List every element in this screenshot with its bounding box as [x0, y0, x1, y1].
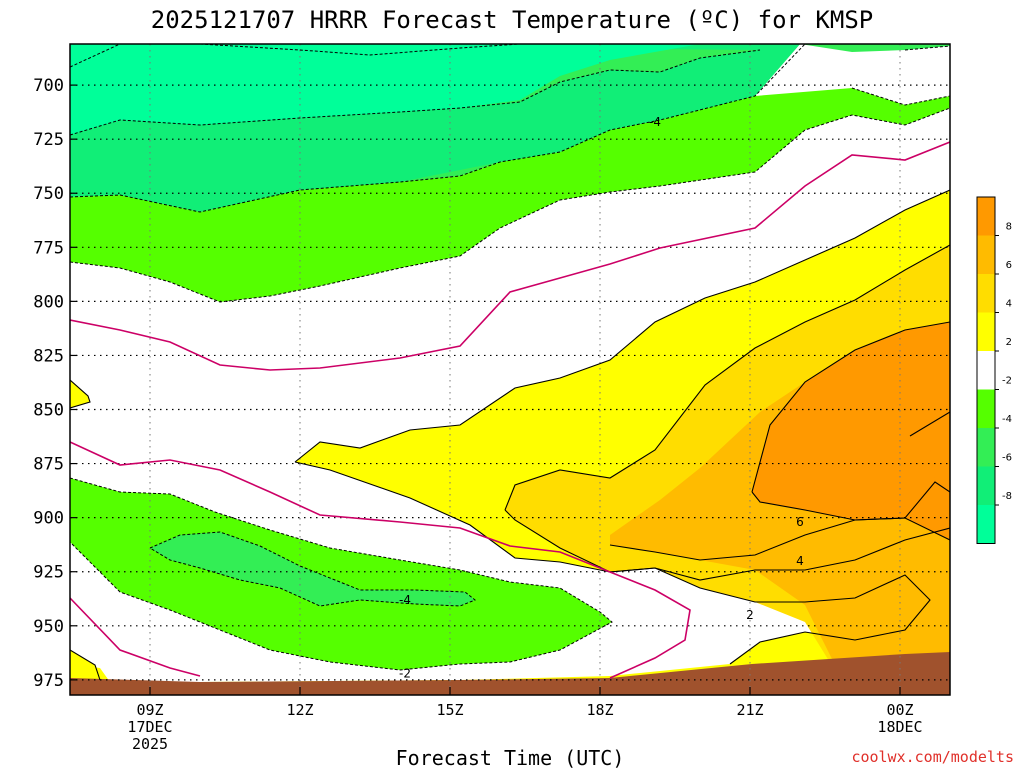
- colorbar-band: [977, 389, 995, 428]
- zero-isotherm-lower: [70, 597, 201, 677]
- colorbar: 8 6 4 2 -2 -4 -6 -8: [976, 196, 1012, 544]
- colorbar-band: [977, 466, 995, 505]
- contour-labels: -4 -4 -2 6 4 2: [399, 115, 804, 681]
- contour-lines: [70, 189, 950, 681]
- y-tick-label: 900: [33, 509, 64, 529]
- isotherm-minus6-upper: [70, 49, 761, 136]
- region-upper-minus10: [70, 44, 700, 135]
- x-tick-label: 17DEC: [127, 718, 172, 736]
- colorbar-frame: [976, 196, 996, 544]
- y-tick-label: 775: [33, 238, 64, 258]
- isotherm-4: [504, 244, 950, 511]
- plot-border: [69, 43, 951, 696]
- y-tick-label: 950: [33, 617, 64, 637]
- colorbar-tick-label: -2: [1002, 376, 1012, 387]
- colorbar-band: [977, 312, 995, 351]
- isotherm-8-lower: [751, 481, 950, 521]
- colorbar-band: [977, 274, 995, 313]
- isotherm-minus6-upper-b: [904, 45, 950, 51]
- y-axis: 700 725 750 775 800 825 850 875 900 925 950 975: [33, 76, 77, 691]
- y-tick-label: 825: [33, 346, 64, 366]
- x-tick-label: 12Z: [286, 701, 313, 719]
- colorbar-band: [977, 505, 995, 544]
- dashed-contour-lines: [70, 44, 950, 671]
- isotherm-6: [751, 321, 950, 493]
- isotherm-minus4-lower: [148, 531, 476, 607]
- terrain-surface: [70, 652, 950, 695]
- contour-label: -2: [399, 666, 411, 680]
- contour-label: 6: [796, 515, 804, 529]
- zero-isotherm-middle: [70, 441, 691, 679]
- region-pocket-left: [70, 380, 90, 408]
- isotherm-4-lower: [504, 509, 950, 581]
- colorbar-tick-label: 8: [1006, 222, 1012, 233]
- x-tick-label: 00Z: [886, 701, 913, 719]
- y-tick-label: 925: [33, 563, 64, 583]
- x-axis-title: Forecast Time (UTC): [396, 746, 625, 768]
- contour-label: -4: [649, 115, 661, 129]
- x-tick-label: 09Z: [136, 701, 163, 719]
- isotherm-minus8-upper: [70, 44, 121, 68]
- colorbar-tick-label: -8: [1002, 491, 1012, 502]
- x-tick-label: 15Z: [436, 701, 463, 719]
- colorbar-band: [977, 351, 995, 390]
- y-tick-label: 750: [33, 184, 64, 204]
- isotherm-minus8-upper-b: [199, 44, 521, 56]
- colorbar-tick-label: 4: [1006, 299, 1012, 310]
- region-upper-minus4: [70, 44, 950, 302]
- y-tick-label: 850: [33, 401, 64, 421]
- region-warm-9plus: [910, 412, 950, 492]
- y-tick-label: 875: [33, 455, 64, 475]
- colorbar-tick-label: 2: [1006, 337, 1012, 348]
- region-warm-8plus: [752, 322, 950, 540]
- contour-label: 2: [746, 608, 754, 622]
- isotherm-minus4-upper-b: [851, 87, 950, 106]
- colorbar-tick-label: -6: [1002, 453, 1012, 464]
- contour-label: 4: [796, 554, 804, 568]
- zero-isotherm-lines: [70, 141, 950, 679]
- plot-area: [70, 44, 950, 695]
- isotherm-pocket: [70, 379, 91, 409]
- isotherm-8: [909, 411, 950, 437]
- colorbar-band: [977, 197, 995, 236]
- region-pocket-bottomleft: [70, 650, 100, 680]
- isotherm-pocket-2: [70, 649, 101, 681]
- x-tick-label: 18Z: [586, 701, 613, 719]
- x-tick-label: 18DEC: [877, 718, 922, 736]
- y-tick-label: 800: [33, 292, 64, 312]
- contour-label: -4: [399, 593, 411, 607]
- colorbar-tick-label: 6: [1006, 260, 1012, 271]
- region-lower-minus4: [70, 478, 612, 670]
- isotherm-2-lower: [294, 461, 931, 665]
- y-tick-label: 975: [33, 671, 64, 691]
- x-tick-label: 21Z: [736, 701, 763, 719]
- region-upper-minus8: [70, 44, 800, 212]
- isotherm-minus4-upper: [70, 44, 806, 213]
- y-tick-label: 700: [33, 76, 64, 96]
- isotherm-2: [294, 189, 950, 463]
- chart-title: 2025121707 HRRR Forecast Temperature (ºC…: [151, 6, 873, 34]
- colorbar-band: [977, 428, 995, 467]
- zero-isotherm-upper: [70, 141, 950, 371]
- x-tick-label: 2025: [132, 735, 168, 753]
- region-lower-minus6: [150, 532, 475, 606]
- colorbar-band: [977, 235, 995, 274]
- y-tick-label: 725: [33, 130, 64, 150]
- credit-link[interactable]: coolwx.com/modelts: [851, 748, 1014, 766]
- colorbar-tick-label: -4: [1002, 414, 1012, 425]
